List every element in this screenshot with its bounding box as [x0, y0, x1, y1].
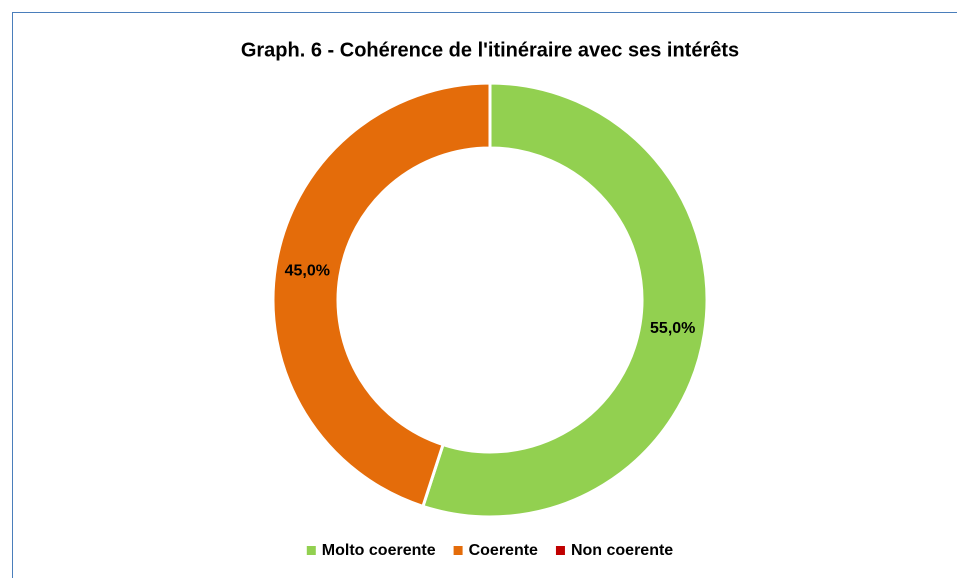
legend-swatch: [555, 546, 565, 555]
legend-label: Coerente: [469, 542, 538, 559]
data-label: 55,0%: [650, 320, 695, 337]
donut-slice: [271, 81, 492, 509]
legend-swatch: [306, 546, 316, 555]
legend-swatch: [453, 546, 463, 555]
donut-slice: [421, 81, 709, 519]
data-label: 45,0%: [285, 262, 330, 279]
chart-frame: [12, 12, 957, 578]
legend-label: Non coerente: [571, 542, 673, 559]
chart-title: Graph. 6 - Cohérence de l'itinéraire ave…: [241, 39, 739, 61]
legend-label: Molto coerente: [322, 542, 436, 559]
